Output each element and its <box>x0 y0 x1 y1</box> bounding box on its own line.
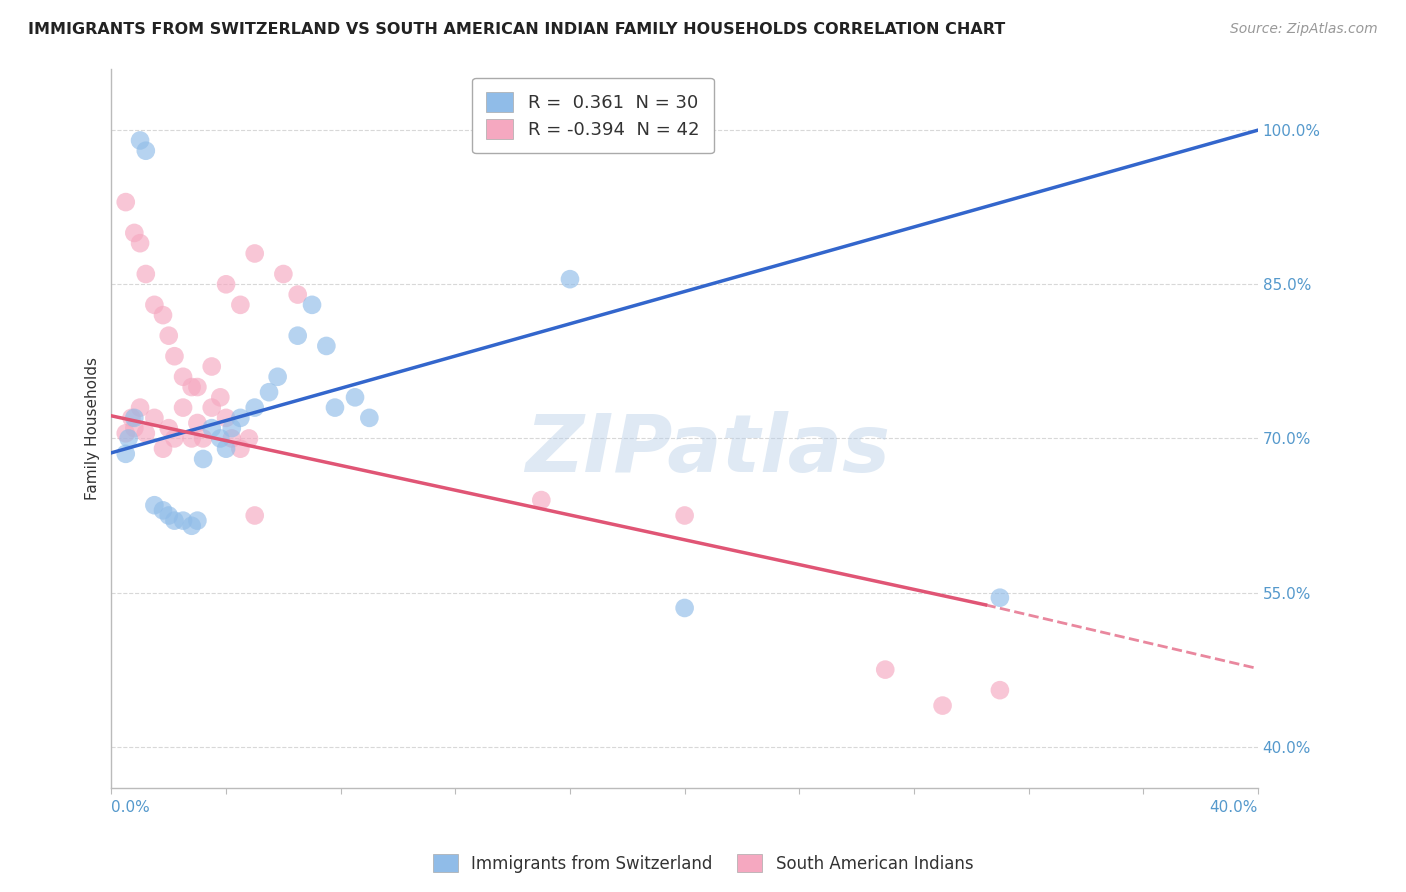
Point <box>191 452 214 467</box>
Point <box>359 410 381 425</box>
Point <box>135 144 157 158</box>
Point <box>558 272 581 286</box>
Point <box>201 359 224 374</box>
Point <box>152 442 174 456</box>
Point <box>191 432 214 446</box>
Point <box>163 514 186 528</box>
Point <box>186 514 208 528</box>
Point <box>124 410 146 425</box>
Point <box>215 410 238 425</box>
Point <box>344 390 367 404</box>
Point <box>143 410 166 425</box>
Point <box>172 514 194 528</box>
Point <box>209 432 232 446</box>
Point <box>163 349 186 363</box>
Point <box>129 133 152 147</box>
Point <box>530 493 553 508</box>
Point <box>114 447 136 461</box>
Point <box>201 421 224 435</box>
Point <box>287 287 309 301</box>
Point <box>201 401 224 415</box>
Point <box>673 508 696 523</box>
Point <box>143 298 166 312</box>
Text: 40.0%: 40.0% <box>1209 800 1258 815</box>
Point <box>315 339 337 353</box>
Point <box>129 236 152 251</box>
Point <box>988 683 1011 698</box>
Point <box>180 380 202 394</box>
Text: IMMIGRANTS FROM SWITZERLAND VS SOUTH AMERICAN INDIAN FAMILY HOUSEHOLDS CORRELATI: IMMIGRANTS FROM SWITZERLAND VS SOUTH AME… <box>28 22 1005 37</box>
Point <box>114 426 136 441</box>
Point <box>229 410 252 425</box>
Y-axis label: Family Households: Family Households <box>86 357 100 500</box>
Point <box>135 267 157 281</box>
Point <box>301 298 323 312</box>
Point <box>152 503 174 517</box>
Point <box>243 508 266 523</box>
Point <box>157 328 180 343</box>
Point <box>266 369 288 384</box>
Point <box>180 518 202 533</box>
Point <box>172 401 194 415</box>
Point <box>157 508 180 523</box>
Legend: R =  0.361  N = 30, R = -0.394  N = 42: R = 0.361 N = 30, R = -0.394 N = 42 <box>472 78 714 153</box>
Point <box>163 432 186 446</box>
Point <box>221 421 243 435</box>
Point <box>229 298 252 312</box>
Point <box>143 498 166 512</box>
Point <box>215 277 238 292</box>
Point <box>287 328 309 343</box>
Point <box>988 591 1011 605</box>
Point <box>135 426 157 441</box>
Text: 0.0%: 0.0% <box>111 800 150 815</box>
Point <box>124 421 146 435</box>
Point <box>209 390 232 404</box>
Point <box>323 401 346 415</box>
Point <box>931 698 953 713</box>
Point <box>215 442 238 456</box>
Point <box>121 410 143 425</box>
Point <box>243 246 266 260</box>
Point <box>221 432 243 446</box>
Point <box>875 663 897 677</box>
Point <box>229 442 252 456</box>
Point <box>114 195 136 210</box>
Point <box>238 432 260 446</box>
Point <box>273 267 295 281</box>
Point <box>243 401 266 415</box>
Point <box>673 601 696 615</box>
Point <box>157 421 180 435</box>
Point <box>152 308 174 322</box>
Point <box>186 416 208 430</box>
Point <box>172 369 194 384</box>
Text: ZIPatlas: ZIPatlas <box>524 410 890 489</box>
Point <box>186 380 208 394</box>
Text: Source: ZipAtlas.com: Source: ZipAtlas.com <box>1230 22 1378 37</box>
Point <box>257 385 280 400</box>
Point <box>129 401 152 415</box>
Point <box>180 432 202 446</box>
Point <box>124 226 146 240</box>
Legend: Immigrants from Switzerland, South American Indians: Immigrants from Switzerland, South Ameri… <box>426 847 980 880</box>
Point <box>117 432 139 446</box>
